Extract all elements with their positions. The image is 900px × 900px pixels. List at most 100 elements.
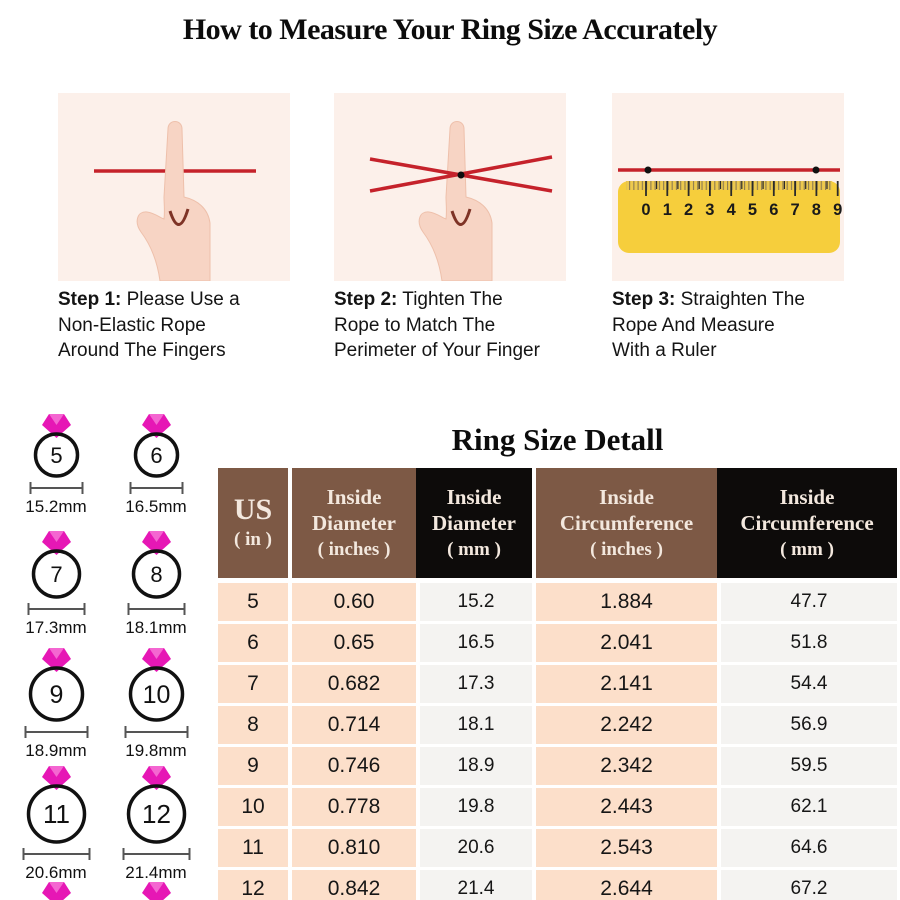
header-line1: US [233,493,273,526]
diamond-facet [148,531,164,542]
cell-diameter-mm: 19.8 [420,788,532,826]
ring-number: 12 [142,799,171,829]
cell-circumference-in: 2.041 [536,624,717,662]
ring-diameter-label: 15.2mm [25,497,87,516]
ring-number: 11 [43,799,70,829]
col-header-us: US ( in ) [218,468,288,578]
step1-illustration [94,121,256,282]
cell-circumference-mm: 59.5 [721,747,897,785]
cell-circumference-mm: 47.7 [721,583,897,621]
table-row: 9 0.746 18.9 2.342 59.5 [218,747,897,785]
cell-diameter-in: 0.810 [292,829,416,867]
table-row: 7 0.682 17.3 2.141 54.4 [218,665,897,703]
cell-circumference-in: 1.884 [536,583,717,621]
table-title: Ring Size Detall [451,422,664,457]
diameter-bracket [122,848,190,860]
ring-row: 9 18.9mm 10 19.8mm [6,642,206,761]
ring-icon: 6 [129,414,183,494]
cell-circumference-mm: 51.8 [721,624,897,662]
diamond-icon [41,766,71,790]
step2-text-line2: Rope to Match The [334,314,496,336]
step1-label: Step 1: [58,289,122,310]
cell-circumference-in: 2.644 [536,870,717,900]
cell-us: 5 [218,583,288,621]
ring-number: 10 [142,681,170,709]
diameter-bracket [124,726,188,738]
cell-us: 6 [218,624,288,662]
header-line1: Inside Diameter [432,485,516,535]
ring-icon: 10 [124,648,188,738]
step1-image [58,93,290,282]
table-row: 8 0.714 18.1 2.242 56.9 [218,706,897,744]
ring-size-10: 10 19.8mm [106,642,206,761]
step2-caption: Step 2: Tighten The Rope to Match The Pe… [334,287,584,364]
diameter-bracket [127,603,185,615]
svg-text:0: 0 [641,201,650,219]
diamond-icon [141,414,171,438]
ring-diameter-label: 17.3mm [25,618,87,637]
cell-diameter-in: 0.778 [292,788,416,826]
header-line1: Inside Circumference [559,485,694,535]
ring-row: 11 20.6mm 12 21.4mm [6,760,206,883]
step3-illustration: 0 1 2 3 4 5 6 7 8 9 [618,166,842,253]
diamond-icon [41,414,71,438]
cell-diameter-mm: 16.5 [420,624,532,662]
svg-text:5: 5 [748,201,757,219]
step3-text-line2: Rope And Measure [612,314,775,336]
hand-icon [418,121,493,282]
cell-diameter-mm: 21.4 [420,870,532,900]
ring-icon: 9 [24,648,88,738]
knot-dot [457,171,465,179]
step2-label: Step 2: [334,289,398,310]
step1-caption: Step 1: Please Use a Non-Elastic Rope Ar… [58,287,308,364]
cell-diameter-mm: 18.1 [420,706,532,744]
cell-diameter-mm: 20.6 [420,829,532,867]
table-row: 6 0.65 16.5 2.041 51.8 [218,624,897,662]
ring-size-table: US ( in ) Inside Diameter ( inches ) Ins… [218,468,897,900]
svg-text:4: 4 [727,201,737,219]
ring-icon: 11 [22,766,90,860]
svg-text:9: 9 [833,201,842,219]
cell-diameter-in: 0.60 [292,583,416,621]
header-line1: Inside Circumference [740,485,874,535]
svg-text:6: 6 [769,201,778,219]
diamond-facet [48,882,64,893]
col-header-diameter-inches: Inside Diameter ( inches ) [292,468,416,578]
ring-diameter-label: 18.9mm [25,741,87,760]
ring-row [6,876,206,900]
diameter-bracket [29,482,83,494]
step2-text-line3: Perimeter of Your Finger [334,340,540,361]
cell-circumference-mm: 62.1 [721,788,897,826]
step2-illustration [369,121,553,282]
col-header-circumference-mm: Inside Circumference ( mm ) [717,468,897,578]
ring-icon: 12 [122,766,190,860]
diamond-facet [48,414,64,425]
step3-label: Step 3: [612,289,676,310]
step3-text-line3: With a Ruler [612,340,717,361]
svg-text:8: 8 [812,201,821,219]
diameter-bracket [129,482,183,494]
diamond-facet [148,414,164,425]
rope-line [618,166,840,174]
table-row: 12 0.842 21.4 2.644 67.2 [218,870,897,900]
cell-circumference-in: 2.543 [536,829,717,867]
rope-start-dot [644,166,652,174]
ring-size-6: 6 16.5mm [106,408,206,517]
cell-circumference-mm: 56.9 [721,706,897,744]
header-line2: ( mm ) [780,539,834,560]
cell-us: 9 [218,747,288,785]
ring-diameter-label: 20.6mm [25,863,87,882]
cell-diameter-mm: 18.9 [420,747,532,785]
header-line2: ( inches ) [590,539,663,560]
diameter-bracket [22,848,90,860]
cell-diameter-in: 0.842 [292,870,416,900]
ring-diameter-label: 18.1mm [125,618,187,637]
ring-icon [41,882,71,900]
ring-size-7: 7 17.3mm [6,525,106,638]
table-row: 11 0.810 20.6 2.543 64.6 [218,829,897,867]
header-line1: Inside Diameter [312,485,396,535]
diamond-facet [148,882,164,893]
ring-size-8: 8 18.1mm [106,525,206,638]
ring-row: 5 15.2mm 6 16.5mm [6,408,206,517]
